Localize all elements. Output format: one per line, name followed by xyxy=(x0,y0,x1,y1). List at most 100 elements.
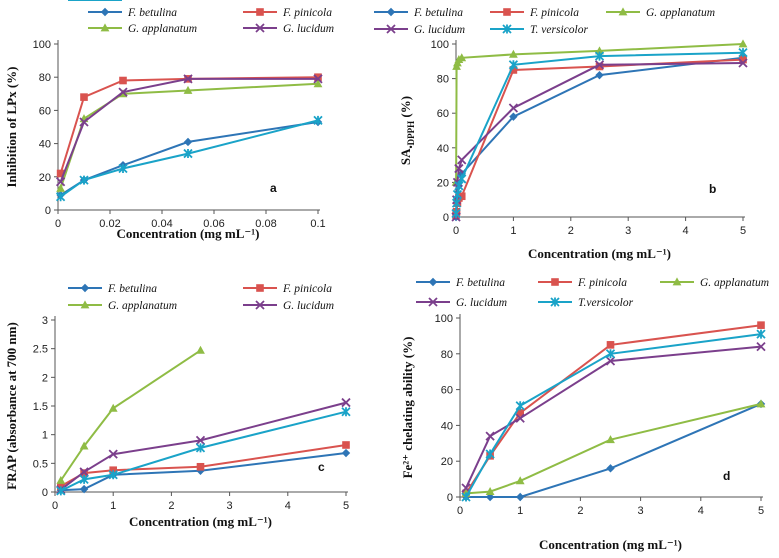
data-point xyxy=(605,356,616,366)
x-tick-label: 0.06 xyxy=(203,218,224,230)
data-point xyxy=(56,169,65,178)
data-point xyxy=(195,435,206,446)
y-tick-label: 20 xyxy=(39,172,51,184)
data-point xyxy=(457,174,467,184)
series-t-versicolor xyxy=(451,48,748,219)
legend-entry: T.versicolor xyxy=(538,297,634,309)
legend-label: F. pinicola xyxy=(282,7,332,19)
data-point xyxy=(452,189,463,200)
series-g-applanatum xyxy=(461,399,766,497)
data-point xyxy=(108,449,118,459)
y-tick-label: 1 xyxy=(42,430,48,442)
data-point xyxy=(509,66,518,74)
data-point xyxy=(57,482,65,491)
y-tick-label: 2 xyxy=(42,372,48,384)
data-point xyxy=(738,39,748,48)
x-axis-label: Concentration (mg mL⁻¹) xyxy=(117,226,260,241)
data-point xyxy=(196,462,205,471)
legend-label: G. lucidum xyxy=(414,24,465,36)
series-line xyxy=(455,56,744,218)
legend-swatch-marker xyxy=(386,7,396,17)
data-point xyxy=(595,46,604,55)
legend-swatch-marker xyxy=(255,23,265,33)
x-tick-label: 0.04 xyxy=(151,218,172,230)
data-point xyxy=(451,198,462,208)
x-tick-label: 3 xyxy=(638,505,644,517)
y-tick-label: 3 xyxy=(42,315,48,327)
data-point xyxy=(108,403,118,412)
legend-label: F. betulina xyxy=(455,277,505,289)
legend-entry: G. applanatum xyxy=(88,23,197,35)
data-point xyxy=(56,486,66,496)
legend-label: G. applanatum xyxy=(646,7,715,19)
legend-label: F. pinicola xyxy=(529,7,579,19)
y-tick-label: 80 xyxy=(39,72,51,84)
series-f-pinicola xyxy=(462,321,765,498)
data-point xyxy=(516,409,524,417)
data-point xyxy=(756,399,766,408)
data-point xyxy=(451,208,461,219)
x-tick-label: 4 xyxy=(683,225,689,237)
series-line xyxy=(60,119,319,198)
y-tick-label: 100 xyxy=(33,39,51,51)
x-tick-label: 0 xyxy=(457,505,463,517)
series-f-pinicola xyxy=(57,441,350,491)
data-point xyxy=(341,448,351,458)
data-point xyxy=(314,73,322,81)
data-point xyxy=(109,466,117,475)
legend-swatch-marker xyxy=(100,23,110,32)
x-tick-label: 1 xyxy=(510,225,516,237)
legend-entry: F. pinicola xyxy=(243,283,332,295)
legend-swatch-marker xyxy=(503,8,511,16)
data-point xyxy=(594,60,605,70)
series-g-applanatum xyxy=(56,345,205,484)
data-point xyxy=(508,60,519,70)
legend-swatch-marker xyxy=(80,300,90,309)
x-tick-label: 1 xyxy=(110,500,116,512)
y-tick-label: 0.5 xyxy=(33,458,48,470)
data-point xyxy=(485,431,495,441)
y-tick-label: 40 xyxy=(437,143,449,155)
legend-swatch-marker xyxy=(550,297,560,307)
data-point xyxy=(606,341,615,349)
data-point xyxy=(196,345,205,354)
x-tick-label: 3 xyxy=(625,225,631,237)
legend-swatch-marker xyxy=(672,277,682,286)
panel-label: b xyxy=(709,182,716,196)
legend-entry: G. applanatum xyxy=(660,277,769,289)
data-point xyxy=(595,70,604,80)
series-f-betulina xyxy=(451,53,748,222)
legend-label: G. lucidum xyxy=(456,297,507,309)
series-g-applanatum xyxy=(451,39,748,186)
y-tick-label: 20 xyxy=(441,456,453,468)
data-point xyxy=(515,476,525,485)
legend-entry: F. betulina xyxy=(416,277,505,289)
legend-entry: G. lucidum xyxy=(374,24,465,36)
panel-label: c xyxy=(318,460,325,474)
data-point xyxy=(515,413,525,423)
x-tick-label: 2 xyxy=(577,505,583,517)
data-point xyxy=(739,55,747,64)
data-point xyxy=(79,441,89,450)
data-point xyxy=(606,435,615,444)
series-line xyxy=(59,349,202,482)
data-point xyxy=(183,137,193,147)
series-line xyxy=(455,62,744,218)
legend-entry: G. lucidum xyxy=(243,23,334,35)
legend-entry: T. versicolor xyxy=(88,0,186,3)
data-point xyxy=(516,492,525,502)
data-point xyxy=(56,475,66,484)
data-point xyxy=(515,401,525,411)
data-point xyxy=(738,58,748,68)
x-tick-label: 2 xyxy=(168,500,174,512)
legend-entry: G. lucidum xyxy=(243,300,334,312)
data-point xyxy=(56,183,65,192)
data-point xyxy=(119,76,127,85)
series-g-lucidum xyxy=(55,74,323,187)
data-point xyxy=(79,117,89,127)
data-point xyxy=(757,321,765,329)
data-point xyxy=(457,192,466,201)
legend-entry: T. versicolor xyxy=(68,0,166,3)
chart-d: 0 20 40 60 80 100 0 1 2 3 4 5 F. betulina F. pinicola… xyxy=(400,277,769,552)
data-point xyxy=(108,470,118,480)
